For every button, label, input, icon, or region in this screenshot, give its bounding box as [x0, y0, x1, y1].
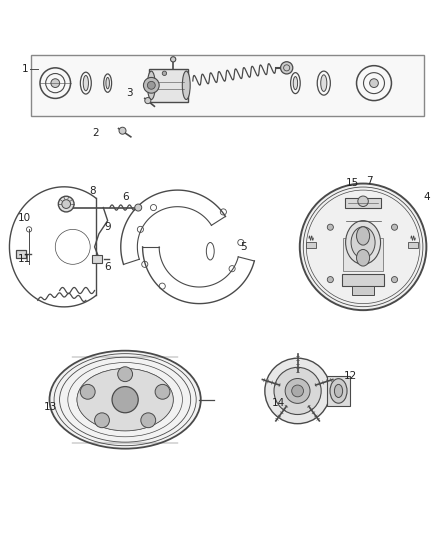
- Circle shape: [58, 196, 74, 212]
- Circle shape: [162, 71, 166, 76]
- Circle shape: [51, 79, 60, 87]
- Text: 12: 12: [343, 370, 357, 381]
- Circle shape: [274, 367, 321, 415]
- Bar: [343, 238, 383, 271]
- Text: 4: 4: [423, 192, 430, 201]
- Bar: [31, 55, 424, 116]
- Text: 9: 9: [104, 222, 111, 232]
- Circle shape: [112, 386, 138, 413]
- Text: 10: 10: [18, 213, 31, 223]
- Ellipse shape: [330, 378, 347, 403]
- Bar: [342, 274, 384, 286]
- Circle shape: [145, 98, 151, 103]
- Bar: [352, 286, 374, 295]
- Text: 6: 6: [104, 262, 111, 271]
- Circle shape: [119, 127, 126, 134]
- Circle shape: [118, 367, 133, 382]
- Ellipse shape: [351, 227, 375, 258]
- Text: 8: 8: [89, 186, 95, 196]
- Ellipse shape: [357, 227, 370, 245]
- Text: 15: 15: [346, 177, 359, 188]
- Circle shape: [141, 413, 155, 427]
- Text: 1: 1: [21, 64, 28, 74]
- FancyBboxPatch shape: [149, 69, 188, 102]
- Ellipse shape: [49, 351, 201, 449]
- Ellipse shape: [77, 368, 173, 431]
- Circle shape: [358, 196, 368, 206]
- Text: 14: 14: [271, 398, 285, 408]
- Circle shape: [327, 224, 333, 230]
- Ellipse shape: [83, 76, 88, 91]
- Bar: [327, 376, 350, 406]
- Ellipse shape: [357, 249, 370, 266]
- Circle shape: [155, 384, 170, 399]
- Ellipse shape: [346, 221, 381, 264]
- Circle shape: [80, 384, 95, 399]
- Circle shape: [370, 79, 378, 87]
- Circle shape: [392, 224, 398, 230]
- Circle shape: [144, 77, 159, 93]
- Text: 6: 6: [122, 192, 128, 201]
- Bar: [306, 243, 316, 248]
- Ellipse shape: [335, 384, 343, 398]
- Circle shape: [392, 277, 398, 282]
- Text: 2: 2: [92, 128, 99, 139]
- Circle shape: [62, 200, 71, 208]
- Circle shape: [148, 82, 155, 89]
- Ellipse shape: [321, 75, 327, 92]
- Bar: [16, 250, 25, 258]
- Text: 7: 7: [366, 176, 373, 187]
- Ellipse shape: [106, 77, 110, 89]
- Circle shape: [285, 378, 310, 403]
- Text: 11: 11: [18, 254, 32, 264]
- Circle shape: [327, 277, 333, 282]
- Text: 13: 13: [44, 402, 57, 412]
- Ellipse shape: [77, 368, 173, 431]
- Circle shape: [135, 204, 142, 211]
- Ellipse shape: [293, 77, 297, 90]
- Bar: [92, 255, 102, 263]
- Circle shape: [300, 183, 426, 310]
- Ellipse shape: [148, 71, 155, 100]
- Circle shape: [265, 358, 330, 424]
- Text: 5: 5: [240, 242, 246, 252]
- Ellipse shape: [182, 71, 190, 100]
- Ellipse shape: [170, 56, 176, 62]
- Text: 3: 3: [126, 88, 133, 98]
- Circle shape: [281, 62, 293, 74]
- Circle shape: [292, 385, 304, 397]
- Bar: [345, 198, 381, 207]
- Circle shape: [95, 413, 110, 427]
- Bar: [408, 243, 418, 248]
